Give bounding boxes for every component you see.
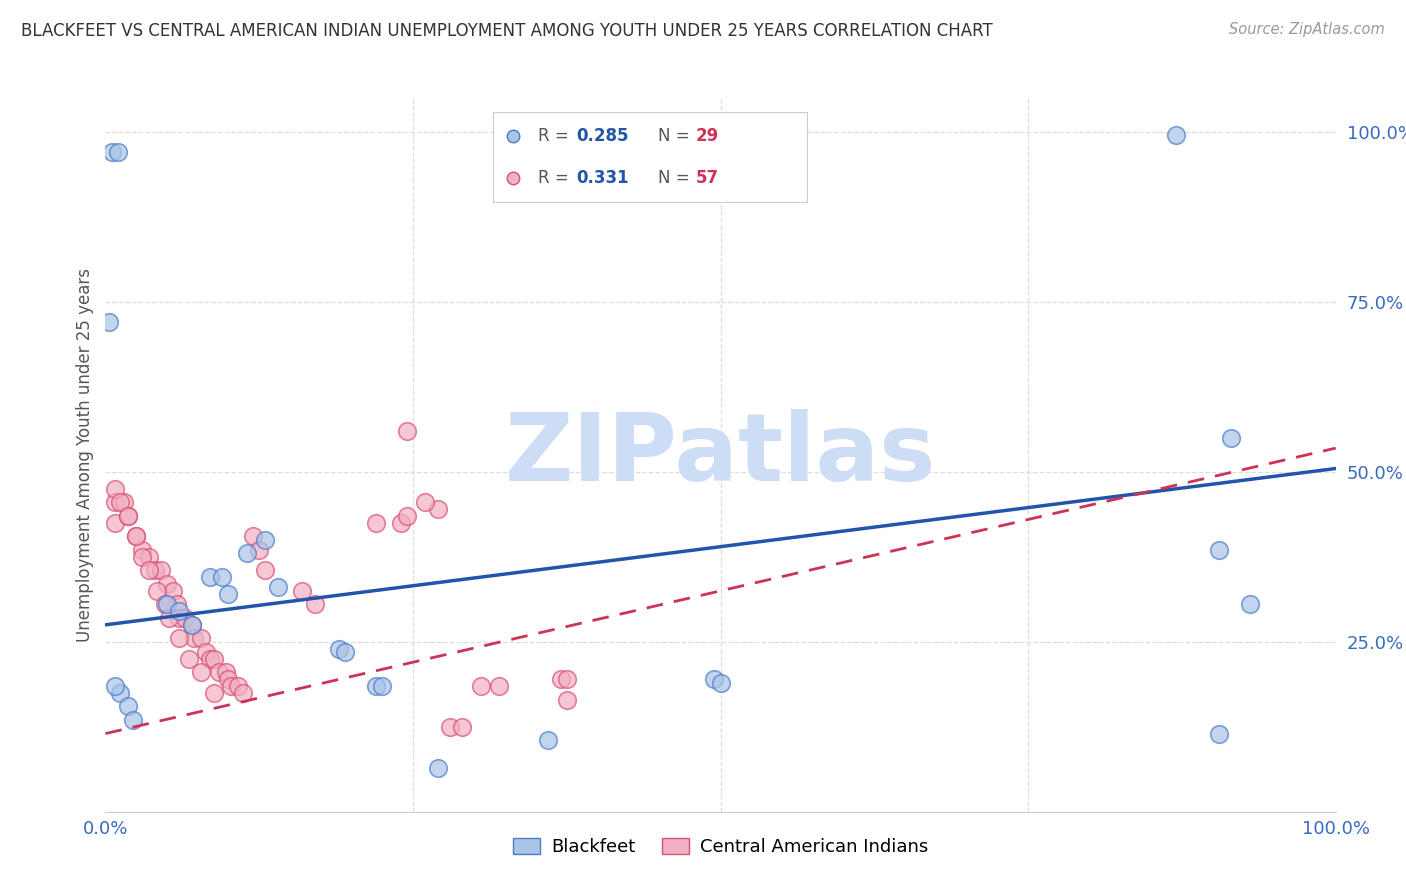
Point — [153, 598, 176, 612]
Point — [198, 570, 221, 584]
Point — [488, 679, 510, 693]
Point — [537, 733, 560, 747]
Point — [179, 652, 201, 666]
Point — [703, 672, 725, 686]
Point — [149, 564, 172, 578]
Point — [218, 587, 240, 601]
Point — [242, 529, 264, 543]
Point — [190, 632, 212, 646]
Point — [550, 672, 572, 686]
Point — [439, 720, 461, 734]
Point — [104, 679, 127, 693]
Point — [112, 495, 135, 509]
Point — [232, 686, 254, 700]
Point — [110, 686, 132, 700]
Point — [117, 509, 139, 524]
Point — [1208, 726, 1230, 740]
Text: Source: ZipAtlas.com: Source: ZipAtlas.com — [1229, 22, 1385, 37]
Point — [236, 546, 259, 560]
Point — [98, 315, 121, 329]
Point — [100, 145, 122, 160]
Point — [413, 495, 436, 509]
Point — [159, 611, 180, 625]
Point — [211, 570, 233, 584]
Point — [131, 549, 153, 564]
Point — [183, 632, 205, 646]
Y-axis label: Unemployment Among Youth under 25 years: Unemployment Among Youth under 25 years — [76, 268, 94, 642]
Point — [146, 583, 169, 598]
Point — [215, 665, 238, 680]
Point — [202, 652, 225, 666]
Point — [190, 665, 212, 680]
Point — [104, 482, 127, 496]
Point — [156, 577, 179, 591]
Point — [162, 583, 184, 598]
Point — [166, 598, 188, 612]
Point — [198, 652, 221, 666]
Point — [138, 564, 160, 578]
Point — [426, 502, 449, 516]
Point — [219, 679, 242, 693]
Point — [174, 611, 197, 625]
Point — [366, 679, 388, 693]
Point — [395, 424, 418, 438]
Point — [426, 760, 449, 774]
Point — [555, 692, 578, 706]
Point — [104, 516, 127, 530]
Point — [389, 516, 412, 530]
Point — [254, 533, 277, 547]
Point — [110, 495, 132, 509]
Point — [247, 543, 270, 558]
Text: ZIPatlas: ZIPatlas — [505, 409, 936, 501]
Point — [451, 720, 474, 734]
Point — [1164, 128, 1187, 143]
Point — [371, 679, 394, 693]
Point — [169, 604, 191, 618]
Point — [125, 529, 148, 543]
Point — [1239, 598, 1261, 612]
Legend: Blackfeet, Central American Indians: Blackfeet, Central American Indians — [506, 830, 935, 863]
Point — [304, 598, 326, 612]
Point — [138, 549, 160, 564]
Point — [131, 543, 153, 558]
Point — [180, 617, 202, 632]
Point — [195, 645, 218, 659]
Point — [180, 617, 202, 632]
Point — [228, 679, 250, 693]
Point — [366, 516, 388, 530]
Point — [710, 675, 733, 690]
Point — [395, 509, 418, 524]
Point — [218, 672, 240, 686]
Point — [1208, 543, 1230, 558]
Point — [555, 672, 578, 686]
Point — [470, 679, 492, 693]
Point — [107, 145, 129, 160]
Point — [328, 641, 350, 656]
Point — [117, 699, 139, 714]
Point — [1220, 431, 1243, 445]
Point — [125, 529, 148, 543]
Point — [254, 564, 277, 578]
Point — [104, 495, 127, 509]
Point — [143, 564, 166, 578]
Point — [202, 686, 225, 700]
Point — [267, 581, 290, 595]
Point — [208, 665, 231, 680]
Point — [156, 598, 179, 612]
Point — [169, 632, 191, 646]
Point — [169, 611, 191, 625]
Text: BLACKFEET VS CENTRAL AMERICAN INDIAN UNEMPLOYMENT AMONG YOUTH UNDER 25 YEARS COR: BLACKFEET VS CENTRAL AMERICAN INDIAN UNE… — [21, 22, 993, 40]
Point — [117, 509, 139, 524]
Point — [291, 583, 314, 598]
Point — [121, 713, 143, 727]
Point — [335, 645, 357, 659]
